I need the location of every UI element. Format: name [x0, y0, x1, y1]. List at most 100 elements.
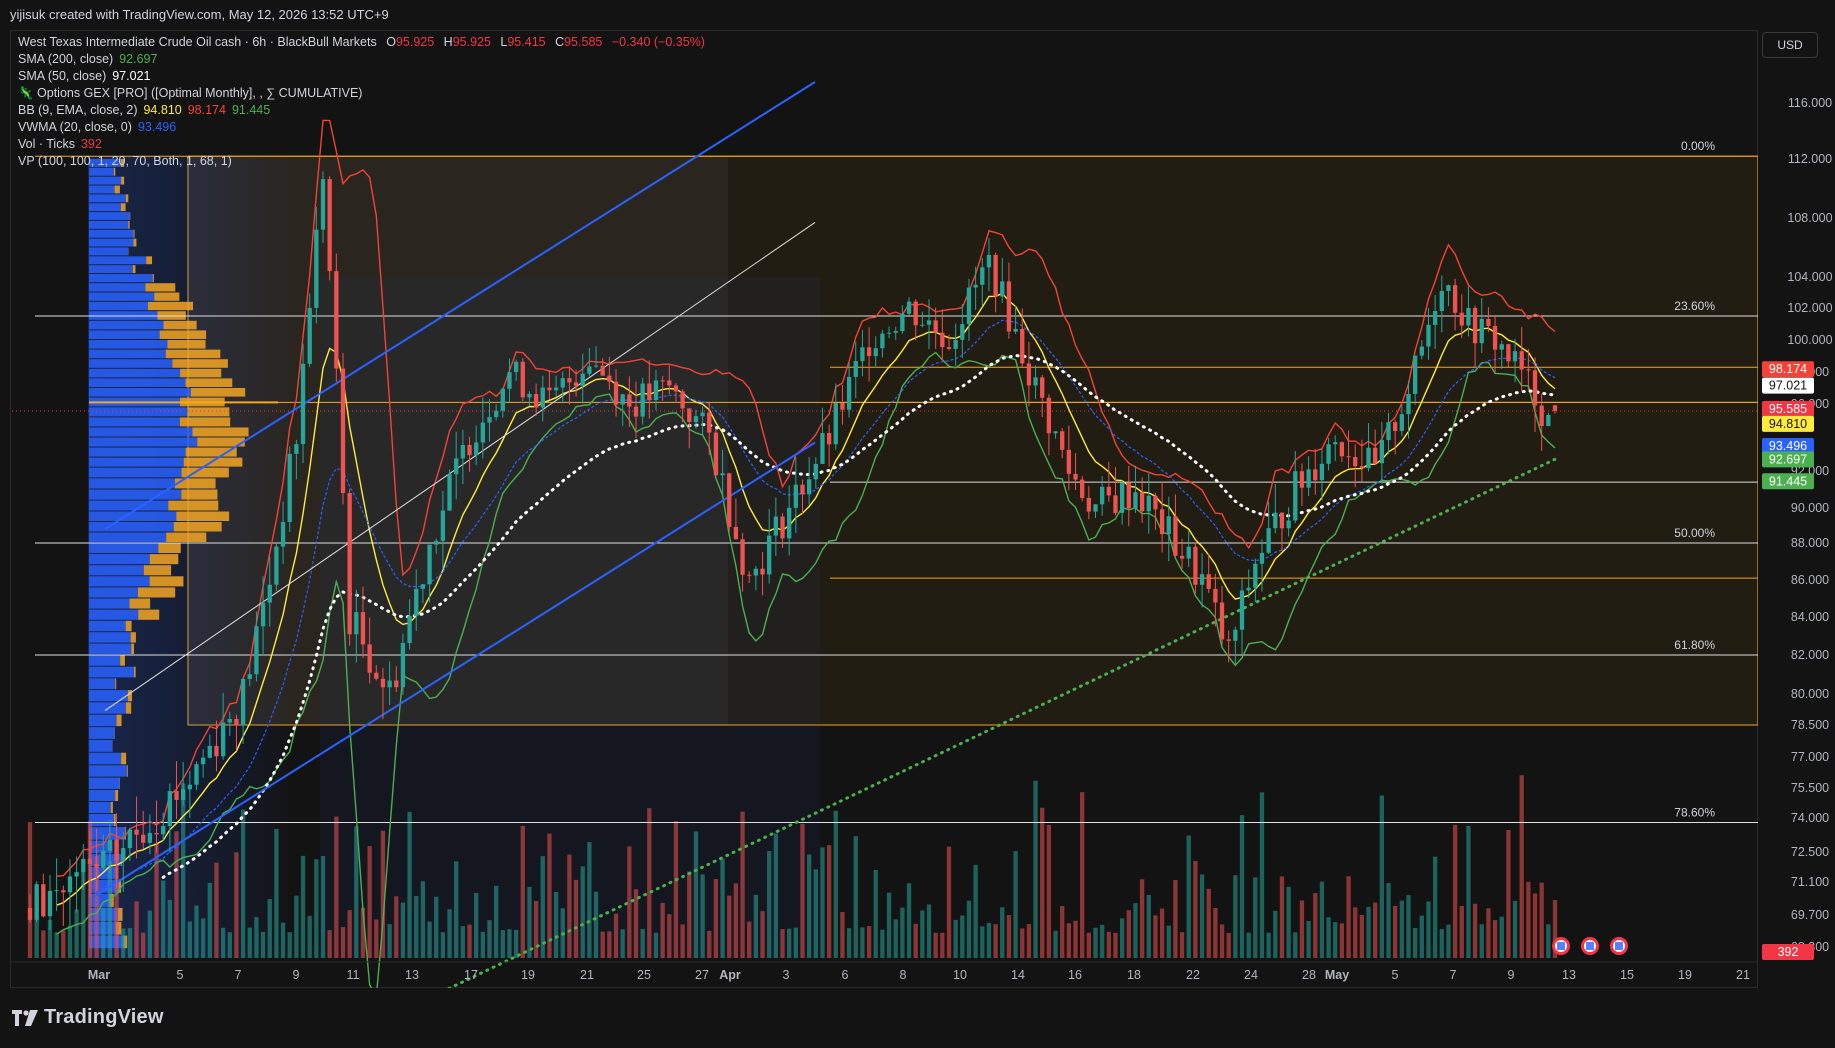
candle-body: [833, 402, 838, 445]
time-tick: 7: [1450, 968, 1457, 982]
legend-indicator-row[interactable]: VWMA (20, close, 0) 93.496: [18, 119, 705, 136]
volume-bar: [254, 917, 259, 958]
legend-indicator-row[interactable]: SMA (50, close) 97.021: [18, 68, 705, 85]
time-tick: 8: [900, 968, 907, 982]
volume-bar: [900, 907, 905, 958]
vp-bar-sell: [125, 194, 129, 203]
vp-bar-buy: [89, 587, 138, 598]
legend-indicator-row[interactable]: VP (100, 100, 1, 20, 70, Both, 1, 68, 1): [18, 153, 705, 170]
vp-bar-buy: [89, 320, 164, 330]
candle-body: [1206, 574, 1211, 589]
vp-bar-sell: [173, 522, 222, 532]
volume-bar: [121, 928, 126, 958]
vp-bar-buy: [89, 229, 134, 238]
candle-body: [367, 644, 372, 673]
tradingview-logo[interactable]: TradingView: [12, 1006, 164, 1029]
legend-indicator-row[interactable]: SMA (200, close) 92.697: [18, 51, 705, 68]
candle-body: [1060, 431, 1065, 450]
legend-indicator-label: 🦎 Options GEX [PRO] ([Optimal Monthly], …: [18, 86, 363, 100]
candle-body: [1459, 312, 1464, 326]
vp-bar-sell: [132, 265, 136, 274]
volume-bar: [1452, 824, 1458, 958]
candle-body: [427, 544, 432, 585]
volume-bar: [207, 882, 212, 958]
candle-body: [1333, 442, 1338, 445]
vp-bar-buy: [89, 478, 175, 489]
volume-bar: [1546, 924, 1551, 958]
volume-bar: [420, 881, 426, 958]
price-label-bg: [1762, 400, 1814, 417]
vp-bar-sell: [128, 220, 130, 229]
volume-bar: [1159, 908, 1165, 958]
candle-body: [973, 284, 978, 288]
candle-body: [121, 848, 126, 861]
fib-label: 0.00%: [1681, 139, 1715, 153]
volume-bar: [1419, 915, 1424, 958]
volume-bar: [567, 854, 572, 958]
candle-body: [1339, 442, 1345, 457]
candle-body: [1053, 431, 1058, 434]
vp-bar-buy: [89, 274, 153, 283]
volume-bar: [200, 918, 206, 958]
legend-indicator-value: 98.174: [187, 103, 226, 117]
candle-body: [1219, 602, 1225, 640]
candle-body: [107, 839, 113, 851]
candle-body: [780, 516, 785, 539]
vp-bar-sell: [167, 340, 206, 349]
volume-bar: [161, 880, 166, 958]
candle-body: [220, 722, 226, 757]
tradingview-brand: TradingView: [44, 1006, 164, 1028]
candle-body: [1046, 397, 1052, 434]
volume-bar: [274, 828, 279, 958]
volume-bar: [1379, 795, 1385, 958]
candle-body: [1106, 486, 1111, 496]
candle-body: [320, 179, 326, 230]
candle-body: [700, 412, 705, 417]
volume-bar: [1439, 929, 1444, 958]
vp-bar-sell: [152, 274, 154, 283]
time-tick: Mar: [88, 968, 110, 982]
channel-lower: [94, 441, 816, 897]
volume-bar: [327, 930, 332, 958]
candle-body: [454, 458, 459, 475]
volume-bar: [287, 932, 292, 958]
candle-body: [467, 444, 472, 456]
time-tick: 10: [953, 968, 967, 982]
candle-body: [747, 574, 752, 576]
volume-bar: [1506, 830, 1511, 958]
candle-body: [920, 324, 925, 326]
volume-bar: [1106, 931, 1111, 958]
legend-indicator-row[interactable]: Vol · Ticks 392: [18, 136, 705, 153]
vp-bar-sell: [185, 447, 237, 457]
legend-indicator-row[interactable]: 🦎 Options GEX [PRO] ([Optimal Monthly], …: [18, 85, 705, 102]
volume-bar: [1532, 893, 1538, 958]
candle-body: [267, 584, 272, 603]
legend-indicator-label: VWMA (20, close, 0): [18, 120, 132, 134]
vp-bar-buy: [89, 702, 126, 714]
vp-bar-buy: [89, 678, 116, 690]
volume-bar: [893, 919, 898, 958]
vp-bar-sell: [125, 827, 126, 840]
price-tick: 78.500: [1791, 718, 1829, 732]
currency-selector[interactable]: USD: [1762, 32, 1818, 58]
volume-bar: [107, 861, 113, 958]
volume-bar: [1359, 914, 1365, 958]
price-chart[interactable]: 0.00%23.60%50.00%61.80%78.60% 116.000112…: [0, 0, 1835, 988]
symbol-row[interactable]: West Texas Intermediate Crude Oil cash ·…: [18, 34, 705, 51]
candle-body: [633, 406, 639, 417]
event-flag-mark: [1615, 942, 1623, 950]
vp-bar-sell: [179, 417, 231, 427]
vp-bar-sell: [118, 907, 123, 921]
legend-indicator-label: VP (100, 100, 1, 20, 70, Both, 1, 68, 1): [18, 154, 232, 168]
vp-bar-buy: [89, 532, 167, 542]
candle-body: [1233, 629, 1238, 641]
volume-bar: [813, 869, 818, 958]
time-tick: 5: [177, 968, 184, 982]
ohlc-high: H95.925: [443, 35, 491, 49]
volume-bar: [993, 924, 998, 958]
price-tick: 102.000: [1787, 301, 1832, 315]
candle-body: [660, 380, 665, 382]
candle-body: [793, 484, 798, 508]
time-tick: 21: [1736, 968, 1750, 982]
legend-indicator-row[interactable]: BB (9, EMA, close, 2) 94.810 98.174 91.445: [18, 102, 705, 119]
